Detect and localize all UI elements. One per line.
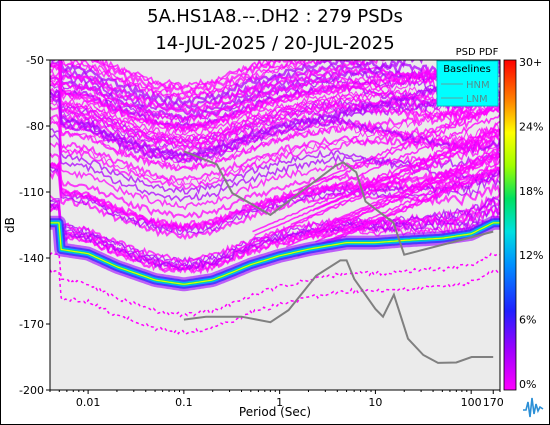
chart-title: 5A.HS1A8.--.DH2 : 279 PSDs (147, 6, 403, 27)
colorbar-tick-label: 24% (519, 120, 543, 133)
x-tick-label: 10 (368, 396, 382, 409)
psd-trace (50, 102, 500, 171)
y-tick-label: -140 (19, 252, 44, 265)
psd-trace (50, 86, 500, 186)
x-tick-label: 170 (483, 396, 504, 409)
y-tick-label: -200 (19, 384, 44, 397)
colorbar-tick-label: 12% (519, 249, 543, 262)
y-tick-label: -80 (26, 120, 44, 133)
psd-trace (50, 114, 500, 182)
psd-trace (50, 60, 500, 131)
psd-trace (93, 60, 456, 91)
colorbar-tick-label: 30+ (519, 56, 542, 69)
seismogram-logo-icon (520, 394, 546, 420)
legend-title: Baselines (443, 64, 491, 75)
psd-trace (50, 151, 500, 234)
x-axis: 0.01 0.1 1 10 100 170 (49, 390, 504, 409)
colorbar (503, 59, 517, 391)
colorbar-tick-label: 18% (519, 185, 543, 198)
psd-trace (292, 98, 500, 193)
colorbar-title: PSD PDF (456, 47, 499, 58)
psd-outlier-trace (50, 251, 500, 318)
psd-trace (285, 153, 500, 248)
psd-trace (59, 60, 387, 111)
psd-trace (234, 134, 500, 252)
colorbar-ticks: 30+ 24% 18% 12% 6% 0% (519, 56, 543, 391)
psd-trace (60, 60, 382, 101)
psd-trace (252, 120, 500, 233)
legend-lnm-label: LNM (466, 94, 488, 105)
y-tick-label: -110 (19, 186, 44, 199)
psd-trace (321, 167, 500, 245)
psd-trace (315, 159, 500, 243)
psd-trace (50, 60, 474, 144)
psd-trace (321, 128, 500, 208)
psd-trace (290, 132, 500, 226)
pdf-density-layer (50, 60, 500, 336)
psd-trace (60, 60, 319, 98)
x-tick-label: 1 (276, 396, 283, 409)
legend: Baselines HNM LNM (436, 60, 499, 107)
psd-trace (51, 60, 500, 124)
hnm-baseline (183, 150, 494, 256)
psd-trace (74, 60, 306, 95)
psd-trace (303, 152, 500, 238)
x-tick-label: 100 (461, 396, 482, 409)
psd-trace (50, 70, 500, 137)
psd-trace (50, 60, 500, 158)
chart-subtitle: 14-JUL-2025 / 20-JUL-2025 (155, 33, 395, 54)
x-axis-label: Period (Sec) (239, 405, 311, 419)
colorbar-tick-label: 0% (519, 378, 536, 391)
psd-trace (50, 192, 500, 271)
psd-trace (94, 60, 290, 90)
colorbar-tick-label: 6% (519, 314, 536, 327)
baseline-layer (183, 150, 494, 364)
y-tick-label: -170 (19, 318, 44, 331)
x-tick-label: 0.01 (76, 396, 101, 409)
lnm-baseline (183, 259, 494, 364)
pdf-mode-band (50, 222, 500, 285)
legend-hnm-label: HNM (466, 80, 490, 91)
y-axis-label: dB (3, 217, 17, 233)
y-tick-label: -50 (26, 54, 44, 67)
psd-trace (50, 62, 500, 132)
y-axis: -50 -80 -110 -140 -170 -200 (19, 54, 50, 397)
psd-trace (308, 113, 500, 198)
psd-outlier-trace (50, 268, 500, 336)
x-tick-label: 0.1 (175, 396, 193, 409)
psd-trace (50, 100, 500, 190)
